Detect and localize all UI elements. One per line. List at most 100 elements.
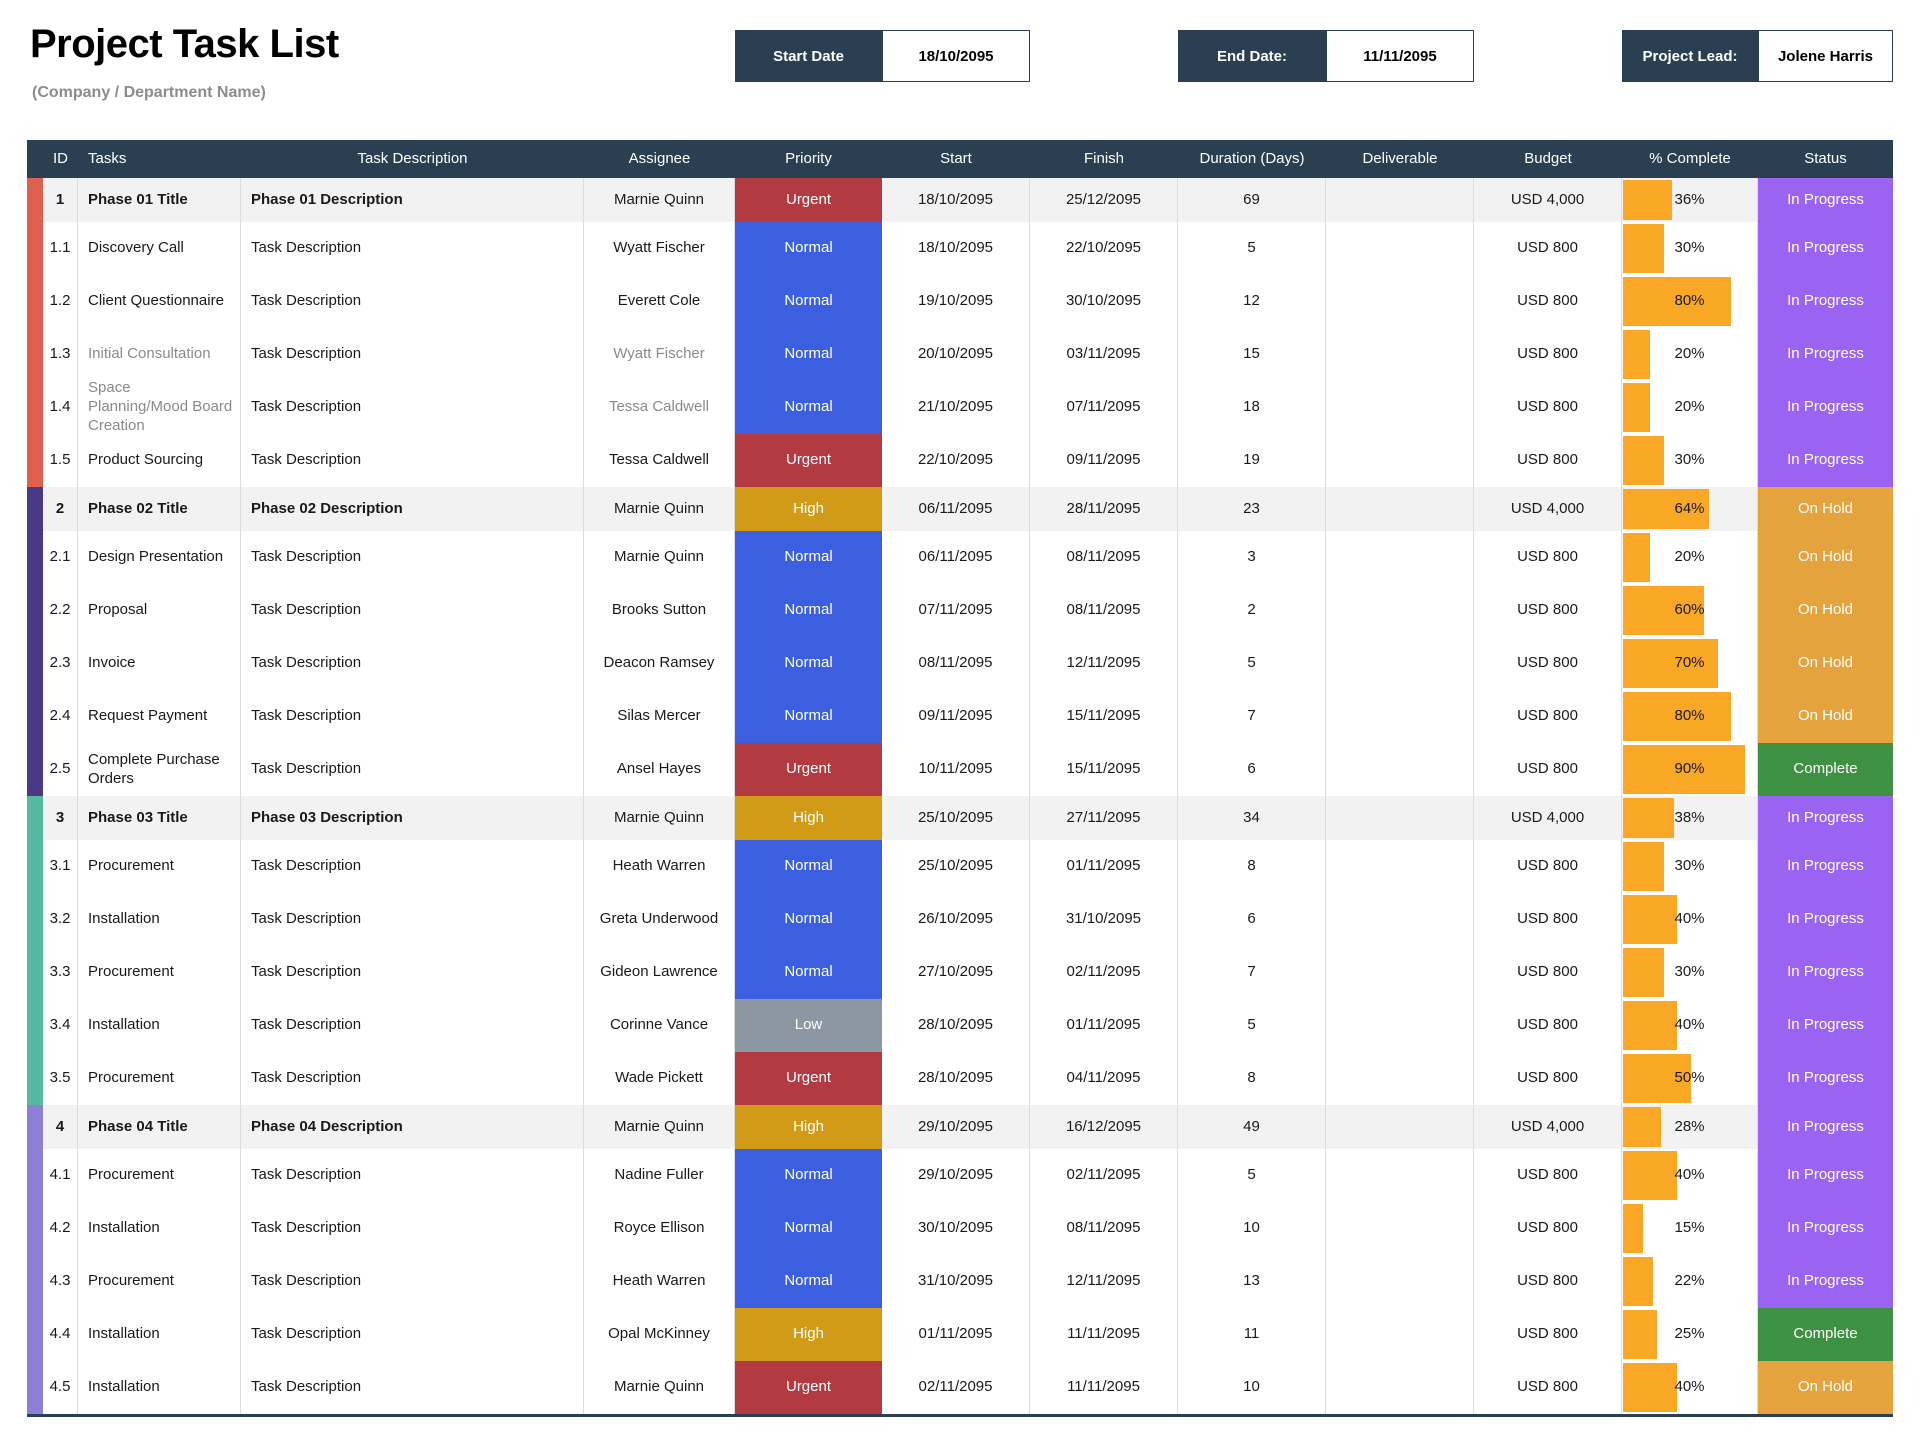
cell-deliverable[interactable] [1326, 796, 1474, 840]
cell-assignee[interactable]: Marnie Quinn [584, 178, 735, 222]
col-header-status[interactable]: Status [1758, 140, 1893, 178]
cell-description[interactable]: Phase 04 Description [241, 1105, 584, 1149]
cell-priority-badge[interactable]: Urgent [735, 178, 882, 222]
cell-duration[interactable]: 8 [1178, 1052, 1326, 1105]
cell-status-badge[interactable]: In Progress [1758, 434, 1893, 487]
cell-pct-complete[interactable]: 70% [1622, 637, 1758, 690]
cell-deliverable[interactable] [1326, 275, 1474, 328]
cell-budget[interactable]: USD 800 [1474, 275, 1622, 328]
cell-duration[interactable]: 10 [1178, 1202, 1326, 1255]
cell-priority-badge[interactable]: Urgent [735, 1361, 882, 1414]
cell-description[interactable]: Task Description [241, 999, 584, 1052]
cell-duration[interactable]: 5 [1178, 637, 1326, 690]
cell-pct-complete[interactable]: 36% [1622, 178, 1758, 222]
cell-priority-badge[interactable]: Urgent [735, 743, 882, 796]
cell-pct-complete[interactable]: 20% [1622, 531, 1758, 584]
cell-description[interactable]: Task Description [241, 1361, 584, 1414]
cell-description[interactable]: Phase 03 Description [241, 796, 584, 840]
cell-id[interactable]: 4.1 [43, 1149, 78, 1202]
cell-budget[interactable]: USD 800 [1474, 743, 1622, 796]
cell-priority-badge[interactable]: Urgent [735, 1052, 882, 1105]
cell-deliverable[interactable] [1326, 1202, 1474, 1255]
cell-id[interactable]: 2.5 [43, 743, 78, 796]
cell-start-date[interactable]: 01/11/2095 [882, 1308, 1030, 1361]
cell-deliverable[interactable] [1326, 222, 1474, 275]
cell-budget[interactable]: USD 800 [1474, 584, 1622, 637]
cell-start-date[interactable]: 06/11/2095 [882, 531, 1030, 584]
cell-assignee[interactable]: Marnie Quinn [584, 531, 735, 584]
cell-assignee[interactable]: Marnie Quinn [584, 796, 735, 840]
cell-duration[interactable]: 15 [1178, 328, 1326, 381]
cell-budget[interactable]: USD 4,000 [1474, 796, 1622, 840]
cell-status-badge[interactable]: On Hold [1758, 637, 1893, 690]
cell-assignee[interactable]: Tessa Caldwell [584, 381, 735, 434]
cell-start-date[interactable]: 28/10/2095 [882, 1052, 1030, 1105]
cell-start-date[interactable]: 19/10/2095 [882, 275, 1030, 328]
cell-budget[interactable]: USD 4,000 [1474, 487, 1622, 531]
cell-finish-date[interactable]: 09/11/2095 [1030, 434, 1178, 487]
cell-assignee[interactable]: Everett Cole [584, 275, 735, 328]
cell-finish-date[interactable]: 08/11/2095 [1030, 531, 1178, 584]
cell-task[interactable]: Procurement [78, 946, 241, 999]
cell-task[interactable]: Procurement [78, 1255, 241, 1308]
cell-pct-complete[interactable]: 15% [1622, 1202, 1758, 1255]
cell-start-date[interactable]: 21/10/2095 [882, 381, 1030, 434]
cell-start-date[interactable]: 31/10/2095 [882, 1255, 1030, 1308]
cell-budget[interactable]: USD 800 [1474, 381, 1622, 434]
cell-start-date[interactable]: 29/10/2095 [882, 1105, 1030, 1149]
cell-priority-badge[interactable]: Normal [735, 1255, 882, 1308]
cell-budget[interactable]: USD 800 [1474, 1052, 1622, 1105]
cell-duration[interactable]: 2 [1178, 584, 1326, 637]
cell-start-date[interactable]: 08/11/2095 [882, 637, 1030, 690]
cell-id[interactable]: 4.5 [43, 1361, 78, 1414]
cell-priority-badge[interactable]: Normal [735, 946, 882, 999]
cell-finish-date[interactable]: 11/11/2095 [1030, 1308, 1178, 1361]
cell-id[interactable]: 2 [43, 487, 78, 531]
cell-id[interactable]: 2.3 [43, 637, 78, 690]
cell-description[interactable]: Task Description [241, 275, 584, 328]
col-header-id[interactable]: ID [43, 140, 78, 178]
cell-deliverable[interactable] [1326, 1255, 1474, 1308]
cell-description[interactable]: Task Description [241, 840, 584, 893]
cell-pct-complete[interactable]: 30% [1622, 946, 1758, 999]
cell-deliverable[interactable] [1326, 1361, 1474, 1414]
end-date-value[interactable]: 11/11/2095 [1326, 30, 1474, 82]
cell-duration[interactable]: 23 [1178, 487, 1326, 531]
cell-budget[interactable]: USD 4,000 [1474, 178, 1622, 222]
cell-finish-date[interactable]: 12/11/2095 [1030, 1255, 1178, 1308]
cell-budget[interactable]: USD 800 [1474, 946, 1622, 999]
cell-priority-badge[interactable]: Normal [735, 840, 882, 893]
cell-id[interactable]: 3.3 [43, 946, 78, 999]
cell-assignee[interactable]: Brooks Sutton [584, 584, 735, 637]
cell-task[interactable]: Phase 04 Title [78, 1105, 241, 1149]
cell-pct-complete[interactable]: 40% [1622, 1361, 1758, 1414]
cell-task[interactable]: Procurement [78, 1052, 241, 1105]
cell-finish-date[interactable]: 07/11/2095 [1030, 381, 1178, 434]
cell-assignee[interactable]: Heath Warren [584, 840, 735, 893]
cell-duration[interactable]: 34 [1178, 796, 1326, 840]
cell-priority-badge[interactable]: Normal [735, 584, 882, 637]
cell-priority-badge[interactable]: Normal [735, 1149, 882, 1202]
cell-id[interactable]: 1.2 [43, 275, 78, 328]
cell-deliverable[interactable] [1326, 840, 1474, 893]
cell-assignee[interactable]: Wyatt Fischer [584, 222, 735, 275]
cell-description[interactable]: Task Description [241, 893, 584, 946]
cell-id[interactable]: 1 [43, 178, 78, 222]
cell-description[interactable]: Task Description [241, 381, 584, 434]
cell-status-badge[interactable]: Complete [1758, 1308, 1893, 1361]
cell-id[interactable]: 2.1 [43, 531, 78, 584]
cell-id[interactable]: 3.1 [43, 840, 78, 893]
cell-description[interactable]: Task Description [241, 1202, 584, 1255]
cell-assignee[interactable]: Deacon Ramsey [584, 637, 735, 690]
cell-duration[interactable]: 18 [1178, 381, 1326, 434]
col-header-tasks[interactable]: Tasks [78, 140, 241, 178]
cell-task[interactable]: Installation [78, 893, 241, 946]
cell-task[interactable]: Phase 03 Title [78, 796, 241, 840]
cell-priority-badge[interactable]: Normal [735, 275, 882, 328]
cell-finish-date[interactable]: 27/11/2095 [1030, 796, 1178, 840]
cell-finish-date[interactable]: 03/11/2095 [1030, 328, 1178, 381]
cell-duration[interactable]: 7 [1178, 690, 1326, 743]
cell-pct-complete[interactable]: 25% [1622, 1308, 1758, 1361]
cell-assignee[interactable]: Heath Warren [584, 1255, 735, 1308]
cell-status-badge[interactable]: In Progress [1758, 1202, 1893, 1255]
